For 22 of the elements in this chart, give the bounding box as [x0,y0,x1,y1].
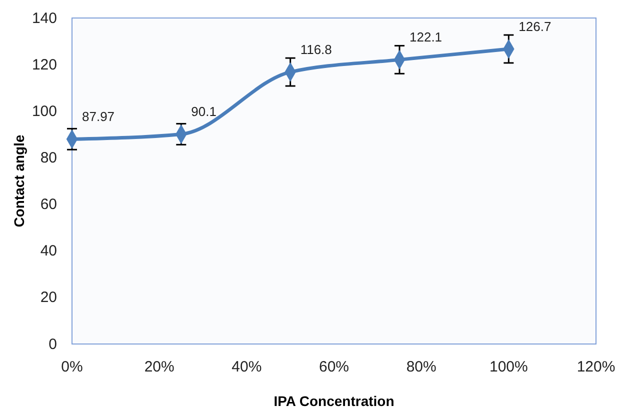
data-label: 90.1 [191,104,216,120]
y-tick-label: 20 [40,289,57,306]
data-label: 122.1 [410,30,442,45]
y-tick-label: 0 [48,336,57,353]
x-tick-label: 100% [489,358,528,376]
data-label: 126.7 [518,18,552,34]
y-tick-label: 100 [32,102,57,120]
x-tick-label: 20% [144,358,174,376]
x-tick-label: 120% [576,358,616,376]
data-label: 87.97 [82,109,115,124]
x-tick-label: 0% [61,358,83,376]
y-tick-label: 80 [40,150,57,167]
x-tick-label: 60% [318,358,350,376]
y-axis-title: Contact angle [11,134,27,228]
y-tick-label: 40 [40,242,57,260]
data-label: 116.8 [300,42,332,58]
x-tick-label: 40% [232,358,262,376]
y-tick-label: 120 [32,56,57,74]
x-axis-title: IPA Concentration [274,393,394,409]
y-tick-label: 60 [40,196,57,214]
x-tick-label: 80% [406,358,436,376]
y-tick-label: 140 [32,10,57,27]
